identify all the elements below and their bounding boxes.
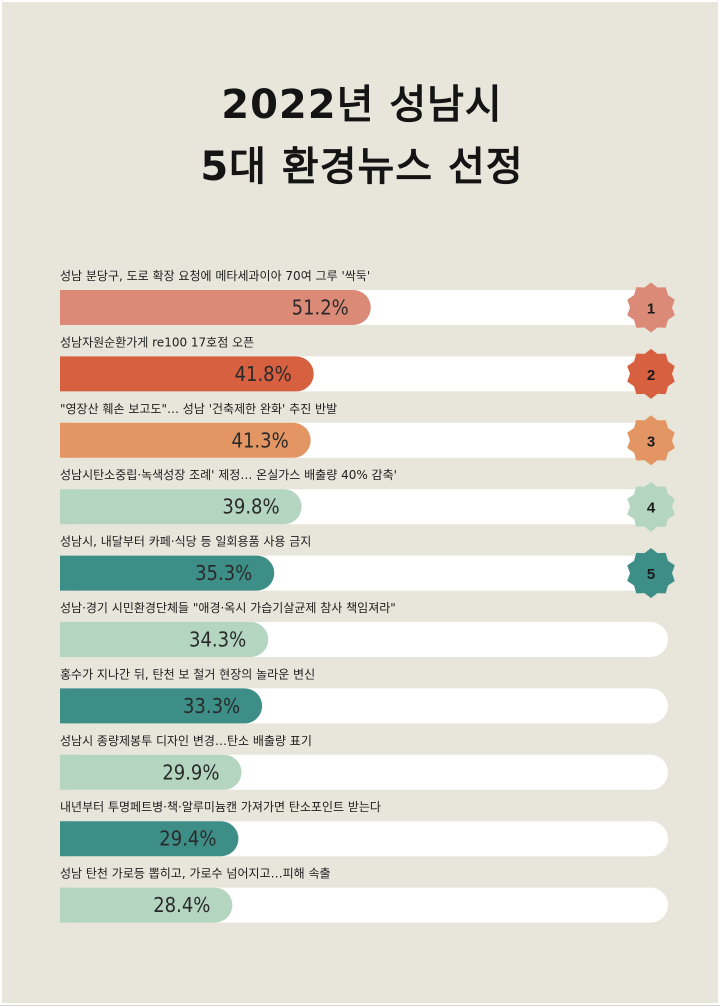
news-title-label: "영장산 훼손 보고도"… 성남 '건축제한 완화' 추진 반발 [60, 402, 337, 416]
bar-value-label: 33.3% [183, 694, 240, 718]
bar-row: 내년부터 투명페트병·책·알루미늄캔 가져가면 탄소포인트 받는다 29.4% [60, 799, 668, 857]
rank-badge: 1 [627, 282, 675, 333]
page-title: 2022년 성남시 5대 환경뉴스 선정 [2, 74, 720, 198]
rank-badge-shape [627, 548, 675, 599]
bar-row: 성남시탄소중립·녹색성장 조례' 제정… 온실가스 배출량 40% 감축' 39.… [60, 468, 668, 525]
rank-number: 2 [647, 367, 655, 384]
rank-number: 1 [647, 301, 655, 318]
rank-badge-shape [627, 415, 675, 466]
bar-value-label: 35.3% [195, 561, 252, 585]
news-title-label: 성남시탄소중립·녹색성장 조례' 제정… 온실가스 배출량 40% 감축' [60, 468, 397, 482]
bar [60, 356, 314, 392]
news-title-label: 성남 분당구, 도로 확장 요청에 메타세과이아 70여 그루 '싹둑' [60, 269, 370, 283]
news-title-label: 성남 탄천 가로등 뽑히고, 가로수 넘어지고…피해 속출 [60, 866, 331, 881]
bar [60, 555, 275, 591]
bar-value-label: 41.8% [235, 362, 292, 386]
rank-number: 3 [647, 433, 655, 450]
bar [60, 622, 269, 657]
title-line-2: 5대 환경뉴스 선정 [200, 144, 524, 190]
news-title-label: 내년부터 투명페트병·책·알루미늄캔 가져가면 탄소포인트 받는다 [60, 799, 381, 814]
bar-row: 성남·경기 시민환경단체들 "애경·옥시 가습기살균제 참사 책임져라" 34.3… [60, 600, 668, 657]
rank-badge-shape [627, 282, 675, 333]
news-title-label: 성남자원순환가게 re100 17호점 오픈 [60, 335, 254, 349]
bar-row: 성남자원순환가게 re100 17호점 오픈 41.8% [60, 335, 668, 392]
bar-row: 홍수가 지나간 뒤, 탄천 보 철거 현장의 놀라운 변신 33.3% [60, 666, 668, 724]
bar-row: "영장산 훼손 보고도"… 성남 '건축제한 완화' 추진 반발 41.3% [60, 402, 668, 458]
rank-badge: 5 [627, 548, 675, 599]
bar [60, 688, 263, 724]
bar-row: 성남 분당구, 도로 확장 요청에 메타세과이아 70여 그루 '싹둑' 51.2… [60, 269, 668, 325]
bar-value-label: 41.3% [232, 428, 289, 452]
rank-badge-shape [627, 481, 675, 532]
bar [60, 754, 242, 790]
bar-value-label: 34.3% [189, 628, 246, 652]
bar [60, 887, 233, 923]
bar-row: 성남 탄천 가로등 뽑히고, 가로수 넘어지고…피해 속출 28.4% [60, 866, 668, 923]
bar-row: 성남시 종량제봉투 디자인 변경…탄소 배출량 표기 29.9% [60, 734, 668, 790]
bar [60, 489, 302, 525]
rank-badge-shape [627, 348, 675, 399]
bar-value-label: 51.2% [292, 296, 349, 320]
bar [60, 821, 239, 857]
bar-value-label: 29.9% [162, 760, 219, 784]
news-title-label: 홍수가 지나간 뒤, 탄천 보 철거 현장의 놀라운 변신 [60, 666, 315, 681]
bar-value-label: 29.4% [159, 827, 216, 851]
news-title-label: 성남·경기 시민환경단체들 "애경·옥시 가습기살균제 참사 책임져라" [60, 600, 396, 615]
title-line-1: 2022년 성남시 [221, 82, 503, 128]
news-title-label: 성남시 종량제봉투 디자인 변경…탄소 배출량 표기 [60, 734, 312, 748]
bar [60, 422, 311, 458]
bar [60, 290, 371, 325]
rank-badge: 2 [627, 348, 675, 399]
rank-number: 5 [647, 566, 655, 583]
rank-number: 4 [647, 500, 656, 517]
news-title-label: 성남시, 내달부터 카페·식당 등 일회용품 사용 금지 [60, 535, 311, 549]
rank-badge: 4 [627, 481, 675, 532]
rank-badge: 3 [627, 415, 675, 466]
bar-value-label: 39.8% [222, 495, 279, 519]
bar-value-label: 28.4% [153, 893, 210, 917]
bar-row: 성남시, 내달부터 카페·식당 등 일회용품 사용 금지 35.3% [60, 535, 668, 591]
